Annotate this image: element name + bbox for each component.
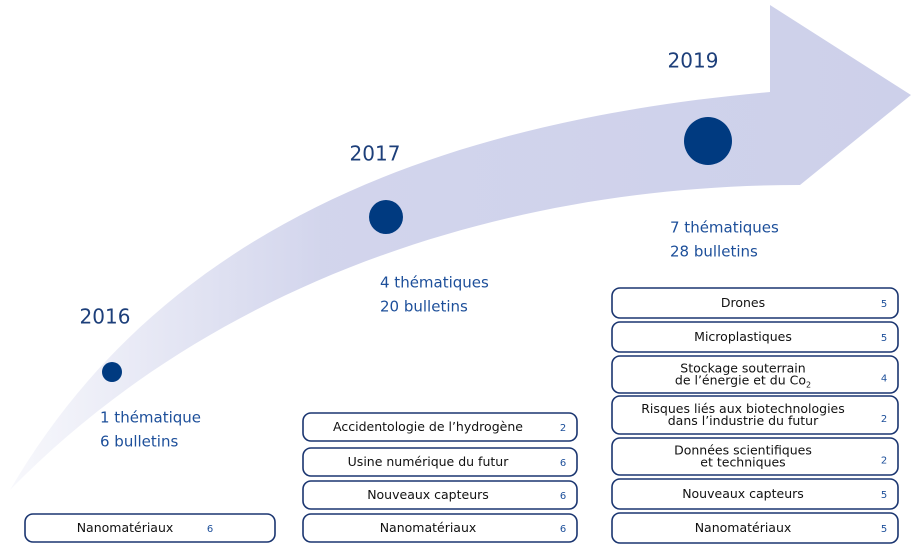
milestone-dot [684, 117, 732, 165]
milestone-summary: 7 thématiques [670, 219, 779, 237]
milestone-summary: 4 thématiques [380, 274, 489, 292]
topic-name-text: Nouveaux capteurs [682, 486, 804, 501]
topic-name-text: Microplastiques [694, 329, 792, 344]
milestone-summary: 28 bulletins [670, 243, 758, 261]
topic-name-text: Accidentologie de l’hydrogène [333, 419, 523, 434]
topic-name: Usine numérique du futur [348, 454, 510, 469]
milestone-summary: 20 bulletins [380, 298, 468, 316]
topic-name: Nanomatériaux [77, 520, 174, 535]
topic-count: 5 [881, 524, 887, 535]
topic-name: Drones [721, 295, 765, 310]
topic-name-text: Nanomatériaux [695, 520, 792, 535]
topic-box [611, 478, 899, 510]
topic-count: 2 [881, 414, 887, 425]
milestone-summary: 6 bulletins [100, 433, 178, 451]
topic-count: 4 [881, 374, 887, 385]
topic-count: 6 [560, 458, 566, 469]
topic-name-text: Usine numérique du futur [348, 454, 510, 469]
topic-name: dans l’industrie du futur [668, 413, 819, 428]
topic-box [611, 287, 899, 319]
topic-count: 5 [881, 490, 887, 501]
topic-name-text: dans l’industrie du futur [668, 413, 819, 428]
milestone-dot [102, 362, 122, 382]
topic-box [611, 395, 899, 435]
topic-name: Données scientifiques [674, 442, 812, 457]
topic-name-text: et techniques [700, 454, 785, 469]
topic-box [611, 355, 899, 394]
topic-box [611, 437, 899, 476]
milestone-year: 2019 [668, 49, 719, 73]
topic-name-subscript: 2 [806, 380, 811, 389]
topic-name: Stockage souterrain [680, 360, 805, 375]
topic-name-text: de l’énergie et du Co [675, 372, 806, 387]
topic-name-text: Nanomatériaux [77, 520, 174, 535]
milestone-dot [369, 200, 403, 234]
topic-name: Nouveaux capteurs [367, 487, 489, 502]
milestone-summary: 1 thématique [100, 409, 201, 427]
topic-box [611, 321, 899, 353]
topic-box [302, 447, 578, 477]
topic-name: Nanomatériaux [695, 520, 792, 535]
milestone-year: 2016 [80, 305, 131, 329]
topic-name: Nanomatériaux [380, 520, 477, 535]
topic-name: Nouveaux capteurs [682, 486, 804, 501]
topic-box [302, 480, 578, 510]
topic-name-text: Risques liés aux biotechnologies [641, 401, 845, 416]
topic-count: 6 [560, 491, 566, 502]
topic-name: Risques liés aux biotechnologies [641, 401, 845, 416]
milestone-year: 2017 [350, 142, 401, 166]
topic-name-text: Drones [721, 295, 765, 310]
topic-name: et techniques [700, 454, 785, 469]
topic-name: Microplastiques [694, 329, 792, 344]
topic-count: 6 [560, 524, 566, 535]
topic-count: 5 [881, 299, 887, 310]
topic-name-text: Nanomatériaux [380, 520, 477, 535]
topic-name: Accidentologie de l’hydrogène [333, 419, 523, 434]
topic-count: 2 [881, 456, 887, 467]
topic-name-text: Données scientifiques [674, 442, 812, 457]
topic-count: 2 [560, 423, 566, 434]
topic-name-text: Stockage souterrain [680, 360, 805, 375]
topic-box [302, 412, 578, 442]
topic-name: de l’énergie et du Co2 [675, 372, 811, 389]
topic-box [24, 513, 276, 543]
topic-name-text: Nouveaux capteurs [367, 487, 489, 502]
topic-count: 5 [881, 333, 887, 344]
topic-box [611, 512, 899, 544]
topic-count: 6 [207, 524, 213, 535]
growth-arrow [10, 5, 911, 490]
topic-box [302, 513, 578, 543]
